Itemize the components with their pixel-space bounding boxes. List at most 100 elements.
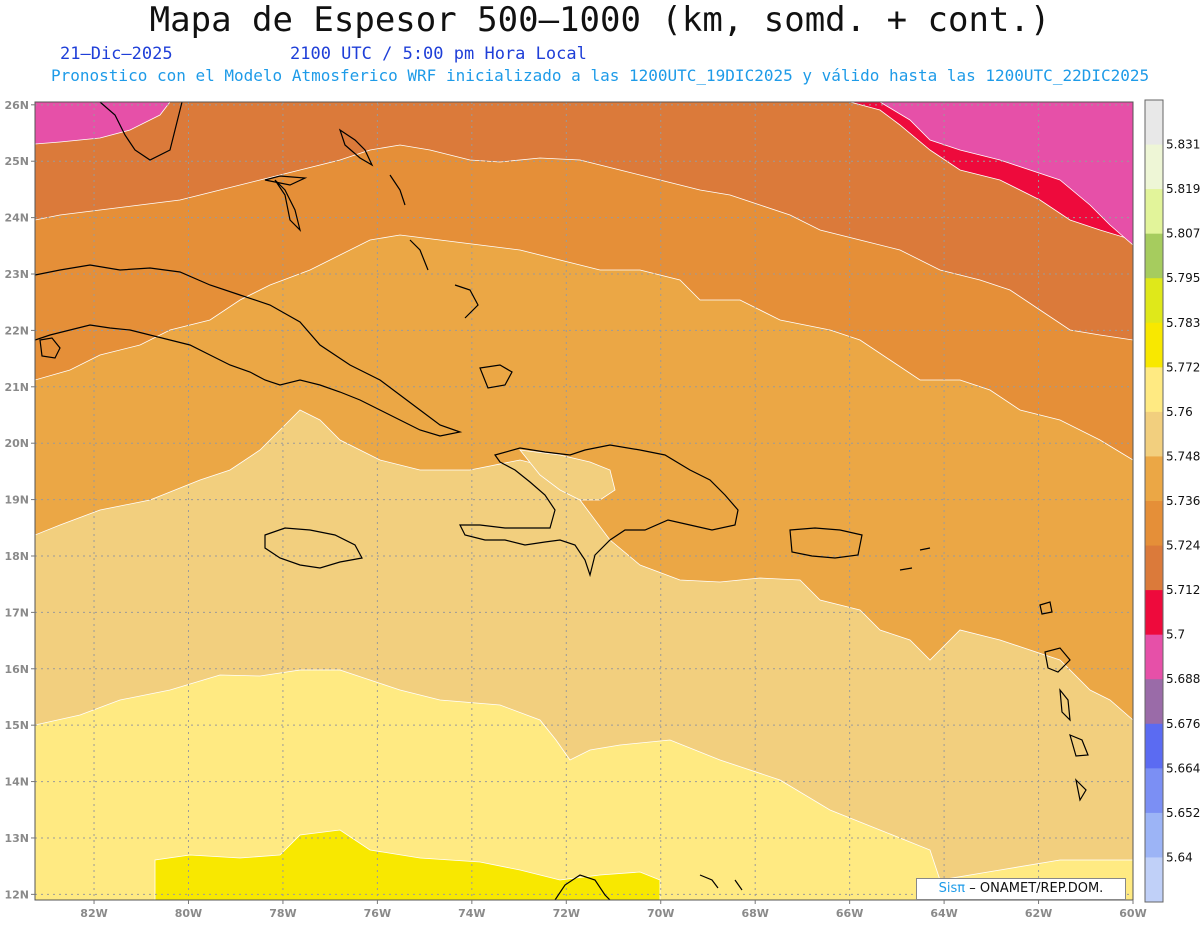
lon-tick-label: 78W	[269, 907, 296, 920]
band-patch-hispaniola	[519, 449, 616, 501]
lat-tick-label: 20N	[4, 437, 29, 450]
lon-tick-label: 80W	[175, 907, 202, 920]
colorbar-swatch	[1145, 322, 1163, 368]
inagua	[454, 284, 479, 319]
colorbar-swatch	[1145, 144, 1163, 190]
colorbar-swatch	[1145, 367, 1163, 413]
lon-tick-label: 70W	[647, 907, 674, 920]
colorbar-swatch	[1145, 100, 1163, 146]
lon-tick-label: 66W	[836, 907, 863, 920]
thickness-fill-bands	[35, 102, 1133, 900]
lesser-antilles-dominica	[1059, 688, 1071, 722]
credit-text: – ONAMET/REP.DOM.	[969, 881, 1104, 896]
colorbar-level-label: 5.676	[1166, 717, 1200, 731]
colorbar-level-label: 5.712	[1166, 583, 1200, 597]
colorbar-swatch	[1145, 233, 1163, 279]
colorbar-swatch	[1145, 723, 1163, 769]
latitude-axis: 26N 25N 24N 23N 22N 21N 20N 19N 18N 17N 16N 15N 14N 1…	[4, 99, 35, 901]
lon-tick-label: 62W	[1025, 907, 1052, 920]
bahamas-andros	[274, 179, 302, 232]
lon-tick-label: 72W	[553, 907, 580, 920]
lesser-antilles-antigua	[1039, 601, 1053, 615]
colorbar-level-label: 5.64	[1166, 850, 1193, 864]
lat-tick-label: 12N	[4, 888, 29, 901]
lat-tick-label: 26N	[4, 99, 29, 112]
map-border	[34, 101, 1134, 901]
lat-tick-label: 25N	[4, 155, 29, 168]
bahamas-long	[409, 239, 429, 271]
bahamas-grand	[264, 175, 308, 186]
bahamas-cat	[389, 174, 406, 206]
colorbar-frame	[1144, 99, 1164, 903]
colorbar-level-label: 5.807	[1166, 227, 1200, 241]
lat-tick-label: 21N	[4, 381, 29, 394]
colorbar-swatch	[1145, 857, 1163, 903]
venezuela-coast	[554, 874, 611, 900]
lesser-antilles-guadeloupe	[1044, 647, 1071, 673]
colorbar-level-label: 5.7	[1166, 628, 1185, 642]
lat-tick-label: 19N	[4, 494, 29, 507]
lat-tick-label: 18N	[4, 550, 29, 563]
colorbar-level-label: 5.772	[1166, 360, 1200, 374]
band-5688-west	[35, 102, 171, 145]
lon-tick-label: 82W	[80, 907, 107, 920]
colorbar-swatch	[1145, 189, 1163, 235]
virgin-islands	[899, 547, 931, 571]
colorbar-level-label: 5.664	[1166, 761, 1200, 775]
colorbar-level-label: 5.831	[1166, 138, 1200, 152]
bahamas-eleuthera	[338, 128, 374, 167]
credit-sis-logo: Sisπ	[938, 881, 966, 896]
lesser-antilles-martinique	[1069, 733, 1089, 757]
colorbar-level-label: 5.76	[1166, 405, 1193, 419]
longitude-axis: 82W 80W 78W 76W 74W 72W 70W 68W 66W 64W 62W 60W	[80, 900, 1147, 920]
colorbar-swatch	[1145, 501, 1163, 547]
forecast-time: 2100 UTC / 5:00 pm Hora Local	[290, 44, 587, 64]
lat-tick-label: 22N	[4, 324, 29, 337]
colorbar-level-label: 5.652	[1166, 806, 1200, 820]
colorbar-swatch	[1145, 768, 1163, 814]
band-5688-east	[879, 102, 1133, 246]
coastlines	[35, 102, 1089, 900]
colorbar-swatch	[1145, 545, 1163, 591]
colorbar-swatch	[1145, 590, 1163, 636]
lon-tick-label: 68W	[741, 907, 768, 920]
lat-tick-label: 15N	[4, 719, 29, 732]
colorbar-swatch	[1145, 456, 1163, 502]
lat-tick-label: 23N	[4, 268, 29, 281]
colorbar-level-label: 5.724	[1166, 539, 1200, 553]
jamaica	[264, 527, 363, 569]
colorbar-swatch	[1145, 812, 1163, 858]
colorbar-swatch	[1145, 679, 1163, 725]
florida-coast	[99, 102, 183, 161]
colorbar-swatch	[1145, 411, 1163, 457]
band-5772	[154, 829, 661, 900]
colorbar-swatch	[1145, 278, 1163, 324]
grid-lines	[35, 102, 1134, 900]
turks-caicos	[479, 364, 513, 389]
forecast-subtitle: Pronostico con el Modelo Atmosferico WRF…	[51, 66, 1150, 85]
lat-tick-label: 13N	[4, 832, 29, 845]
colorbar-level-label: 5.688	[1166, 672, 1200, 686]
lat-tick-label: 17N	[4, 606, 29, 619]
colorbar-level-label: 5.795	[1166, 271, 1200, 285]
credit-badge: Sisπ – ONAMET/REP.DOM.	[916, 878, 1126, 900]
isla-juventud	[39, 337, 61, 359]
puerto-rico	[789, 527, 863, 559]
forecast-date: 21–Dic–2025	[60, 44, 173, 64]
lat-tick-label: 14N	[4, 776, 29, 789]
lon-tick-label: 64W	[930, 907, 957, 920]
cuba-coast	[35, 264, 463, 437]
colorbar-swatch	[1145, 634, 1163, 680]
colorbar-level-label: 5.736	[1166, 494, 1200, 508]
lon-tick-label: 74W	[458, 907, 485, 920]
lat-tick-label: 16N	[4, 663, 29, 676]
aruba-curacao	[699, 874, 743, 891]
colorbar-level-label: 5.819	[1166, 182, 1200, 196]
lon-tick-label: 60W	[1119, 907, 1146, 920]
thickness-colorbar: 5.831 5.819 5.807 5.795 5.783 5.772 5.76 5.748 5…	[1144, 99, 1200, 903]
map-title: Mapa de Espesor 500–1000 (km, somd. + co…	[149, 0, 1051, 40]
lesser-antilles-stlucia	[1075, 778, 1087, 802]
colorbar-level-label: 5.748	[1166, 449, 1200, 463]
lat-tick-label: 24N	[4, 212, 29, 225]
